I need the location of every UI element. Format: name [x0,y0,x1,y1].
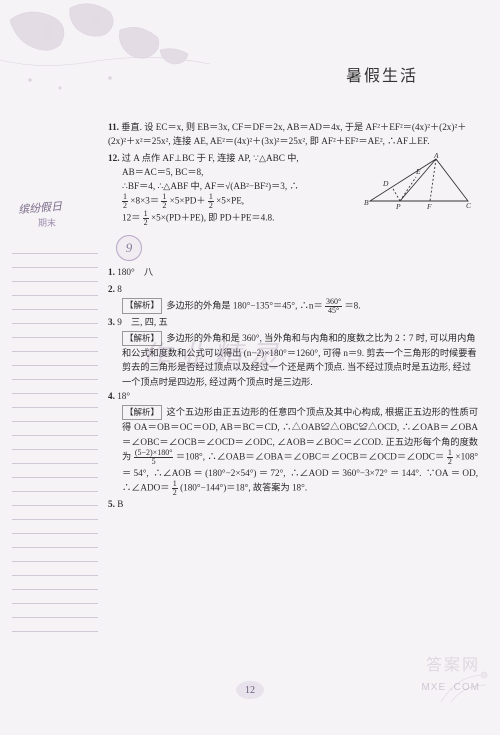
floral-decoration-top [0,0,240,110]
svg-text:E: E [415,167,421,176]
page-header-title: 暑假生活 [346,62,418,86]
section-badge-9: 9 [116,235,142,261]
q2: 2. 8 [108,282,478,296]
svg-text:B: B [364,198,369,207]
problem-11: 11. 垂直. 设 EC＝x, 则 EB＝3x, CF＝DF＝2x, AB＝AD… [108,120,478,149]
svg-text:C: C [466,201,472,210]
triangle-figure: A B C D E P F [364,153,474,211]
q1: 1. 180° 八 [108,265,478,279]
svg-text:D: D [382,179,389,188]
sidebar-ribbon: 缤纷假日 期末 [18,198,98,229]
floral-decoration-bottom [436,667,496,707]
problem-11-num: 11. [108,122,119,132]
q3-analysis: 【解析】 多边形的外角和是 360°, 当外角和与内角和的度数之比为 2∶7 时… [108,331,478,389]
problem-12: A B C D E P F 12. 过 A 点作 AF⊥BC 于 F, 连接 A… [108,151,478,228]
note-lines [12,240,98,632]
q2-analysis: 【解析】 多边形的外角是 180°−135°＝45°, ∴n＝ 360°45° … [108,298,478,315]
problem-12-num: 12. [108,153,119,163]
q5: 5. B [108,497,478,511]
ribbon-sub: 期末 [38,216,98,229]
svg-text:A: A [433,153,439,160]
problem-11-text: 垂直. 设 EC＝x, 则 EB＝3x, CF＝DF＝2x, AB＝AD＝4x,… [108,122,466,146]
page-number: 12 [236,681,264,699]
main-content: 11. 垂直. 设 EC＝x, 则 EB＝3x, CF＝DF＝2x, AB＝AD… [108,120,478,513]
q4-analysis: 【解析】 这个五边形由正五边形的任意四个顶点及其中心构成, 根据正五边形的性质可… [108,405,478,497]
svg-text:F: F [426,202,432,211]
svg-text:P: P [395,202,401,211]
ribbon-text: 缤纷假日 [17,195,98,218]
q3: 3. 9 三, 四, 五 [108,315,478,329]
q4: 4. 18° [108,389,478,403]
